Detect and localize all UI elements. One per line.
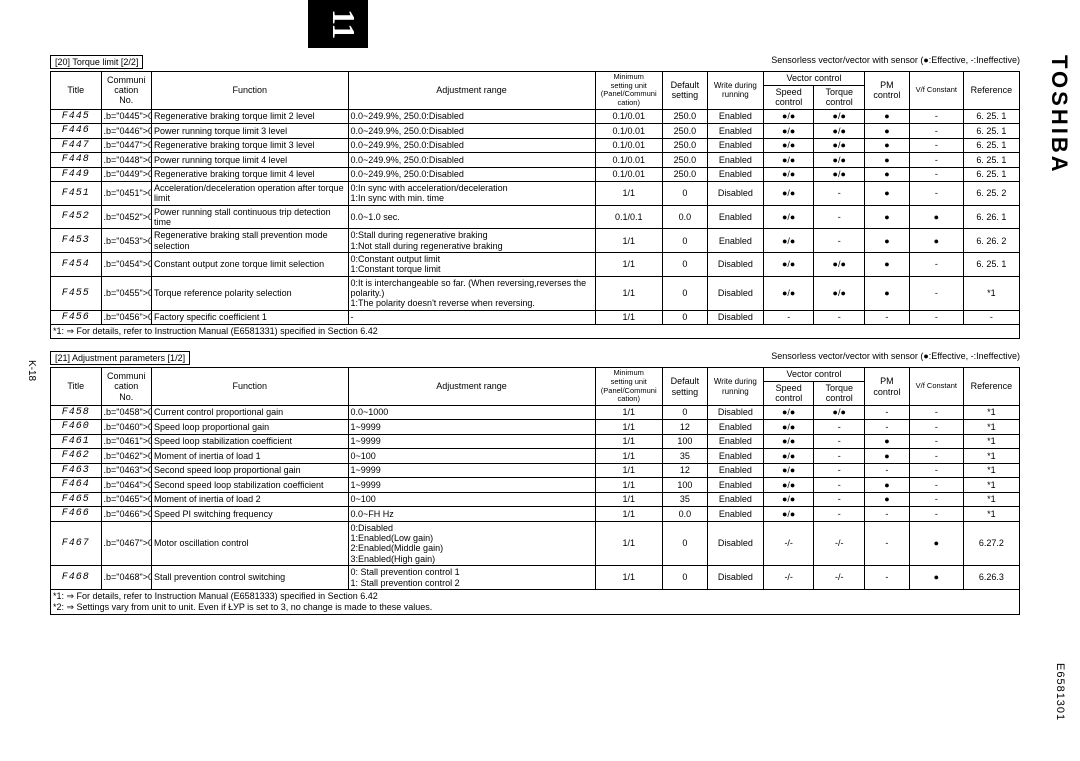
brand-logo: TOSHIBA [1046,55,1072,175]
table-row: F467 .b="0467">0467 Motor oscillation co… [51,521,1020,565]
col-range: Adjustment range [348,368,595,406]
col-comm: CommunicationNo. [101,368,152,406]
table-row: F456 .b="0456">0456 Factory specific coe… [51,310,1020,325]
col-pm: PMcontrol [864,72,909,110]
col-speed: Speedcontrol [763,381,814,405]
table-row: F466 .b="0466">0466 Speed PI switching f… [51,507,1020,522]
col-pm: PMcontrol [864,368,909,406]
col-write: Write duringrunning [707,72,763,110]
section-21-tab: [21] Adjustment parameters [1/2] [50,351,190,365]
table-row: F447 .b="0447">0447 Regenerative braking… [51,138,1020,153]
table-row: F461 .b="0461">0461 Speed loop stabiliza… [51,434,1020,449]
doc-id: E6581301 [1054,663,1066,721]
col-ref: Reference [963,72,1019,110]
table-row: F463 .b="0463">0463 Second speed loop pr… [51,463,1020,478]
col-function: Function [152,368,348,406]
table-row: F453 .b="0453">0453 Regenerative braking… [51,229,1020,253]
footnote-21: *1: ⇒ For details, refer to Instruction … [50,590,1020,615]
table-row: F451 .b="0451">0451 Acceleration/deceler… [51,182,1020,206]
col-vector: Vector control [763,72,864,86]
table-row: F452 .b="0452">0452 Power running stall … [51,205,1020,229]
table-row: F448 .b="0448">0448 Power running torque… [51,153,1020,168]
table-row: F455 .b="0455">0455 Torque reference pol… [51,276,1020,310]
col-default: Defaultsetting [662,72,707,110]
table-row: F464 .b="0464">0464 Second speed loop st… [51,478,1020,493]
table-row: F446 .b="0446">0446 Power running torque… [51,124,1020,139]
section-20-tab: [20] Torque limit [2/2] [50,55,143,69]
col-title: Title [51,72,102,110]
col-ref: Reference [963,368,1019,406]
table-row: F465 .b="0465">0465 Moment of inertia of… [51,492,1020,507]
table-row: F462 .b="0462">0462 Moment of inertia of… [51,449,1020,464]
table-section-21: Title CommunicationNo. Function Adjustme… [50,367,1020,590]
table-row: F468 .b="0468">0468 Stall prevention con… [51,566,1020,590]
col-write: Write duringrunning [707,368,763,406]
col-title: Title [51,368,102,406]
col-torque: Torquecontrol [814,85,865,109]
col-torque: Torquecontrol [814,381,865,405]
col-vf: V/f Constant [909,72,963,110]
table-row: F454 .b="0454">0454 Constant output zone… [51,253,1020,277]
col-range: Adjustment range [348,72,595,110]
table-row: F460 .b="0460">0460 Speed loop proportio… [51,420,1020,435]
sensor-note: Sensorless vector/vector with sensor (●:… [771,55,1020,65]
table-row: F449 .b="0449">0449 Regenerative braking… [51,167,1020,182]
table-row: F458 .b="0458">0458 Current control prop… [51,405,1020,420]
col-default: Defaultsetting [662,368,707,406]
col-function: Function [152,72,348,110]
col-speed: Speedcontrol [763,85,814,109]
col-vf: V/f Constant [909,368,963,406]
col-comm: CommunicationNo. [101,72,152,110]
table-section-20: Title CommunicationNo. Function Adjustme… [50,71,1020,325]
page-number: K-18 [26,360,37,381]
chapter-badge: 11 [308,0,368,48]
sensor-note-2: Sensorless vector/vector with sensor (●:… [771,351,1020,361]
footnote-20: *1: ⇒ For details, refer to Instruction … [50,325,1020,339]
col-vector: Vector control [763,368,864,382]
col-min: Minimumsetting unit(Panel/Communication) [595,368,662,406]
table-row: F445 .b="0445">0445 Regenerative braking… [51,109,1020,124]
col-min: Minimumsetting unit(Panel/Communication) [595,72,662,110]
